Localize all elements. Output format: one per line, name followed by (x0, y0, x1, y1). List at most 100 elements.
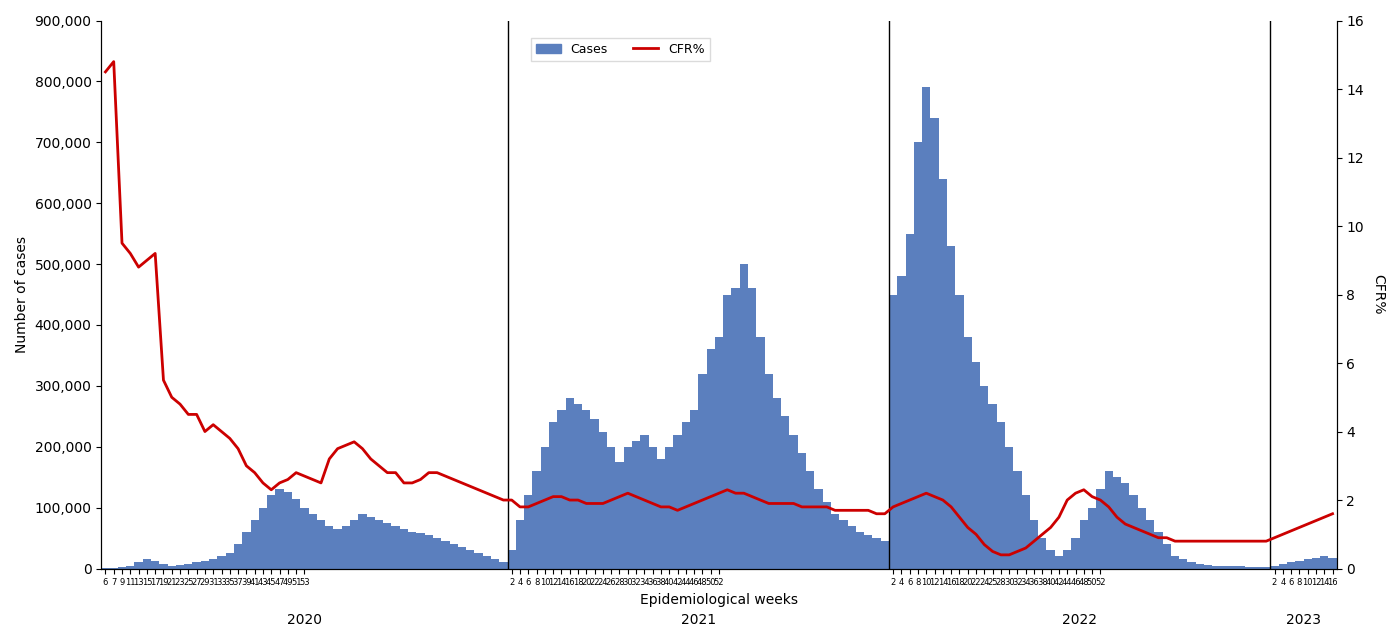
Bar (1113, 477, 1121, 569)
Bar (764, 374, 773, 569)
Bar (972, 361, 980, 569)
Bar (234, 544, 242, 569)
Bar (433, 538, 441, 569)
Bar (293, 499, 300, 569)
Bar (1287, 562, 1295, 569)
Bar (582, 410, 591, 569)
Bar (1204, 565, 1212, 569)
Bar (715, 337, 724, 569)
Bar (881, 541, 889, 569)
Bar (1295, 561, 1303, 569)
Bar (699, 374, 707, 569)
Bar (1303, 559, 1312, 569)
Bar (623, 447, 631, 569)
Bar (1039, 538, 1046, 569)
Bar (1138, 508, 1147, 569)
Bar (988, 404, 997, 569)
Bar (889, 295, 897, 569)
Bar (143, 559, 151, 569)
Bar (276, 489, 284, 569)
Bar (847, 526, 855, 569)
Bar (1054, 557, 1063, 569)
Bar (358, 514, 367, 569)
Bar (608, 447, 616, 569)
Bar (483, 557, 491, 569)
Bar (657, 459, 665, 569)
Bar (1278, 564, 1287, 569)
Bar (284, 492, 293, 569)
Bar (466, 550, 475, 569)
Bar (616, 462, 623, 569)
Bar (923, 87, 931, 569)
Bar (914, 143, 923, 569)
Bar (557, 410, 566, 569)
Bar (648, 447, 657, 569)
Bar (540, 447, 549, 569)
Bar (508, 550, 515, 569)
Y-axis label: Number of cases: Number of cases (15, 236, 29, 353)
Bar (209, 559, 217, 569)
Bar (690, 410, 699, 569)
Bar (316, 520, 325, 569)
Bar (1105, 471, 1113, 569)
Bar (375, 520, 384, 569)
Bar (225, 553, 234, 569)
Bar (1071, 538, 1079, 569)
Bar (790, 435, 798, 569)
Bar (798, 453, 806, 569)
Bar (781, 416, 790, 569)
Bar (673, 435, 682, 569)
Bar (126, 566, 134, 569)
Bar (1005, 447, 1014, 569)
Bar (1270, 566, 1278, 569)
Bar (308, 514, 316, 569)
Bar (441, 541, 449, 569)
Bar (1063, 550, 1071, 569)
Bar (333, 529, 342, 569)
Bar (500, 562, 508, 569)
Text: 2023: 2023 (1287, 613, 1322, 627)
Bar (832, 514, 839, 569)
Bar (682, 422, 690, 569)
Bar (134, 562, 143, 569)
Bar (1130, 496, 1138, 569)
Bar (939, 179, 946, 569)
Bar (1121, 483, 1130, 569)
Bar (458, 547, 466, 569)
Bar (815, 489, 823, 569)
Bar (151, 561, 160, 569)
Bar (955, 295, 963, 569)
Bar (407, 532, 416, 569)
Bar (1030, 520, 1039, 569)
Bar (806, 471, 815, 569)
Legend: Cases, CFR%: Cases, CFR% (531, 38, 710, 61)
Bar (1254, 567, 1261, 569)
Bar (731, 288, 739, 569)
Bar (931, 118, 939, 569)
Bar (342, 526, 350, 569)
Bar (1238, 566, 1246, 569)
Bar (906, 234, 914, 569)
Bar (980, 386, 988, 569)
Bar (1079, 520, 1088, 569)
Bar (1212, 566, 1221, 569)
Bar (748, 288, 756, 569)
Bar (839, 520, 847, 569)
Bar (1229, 566, 1238, 569)
Bar (160, 564, 168, 569)
Bar (855, 532, 864, 569)
Bar (631, 440, 640, 569)
Bar (350, 520, 358, 569)
Bar (946, 246, 955, 569)
Text: 2021: 2021 (680, 613, 715, 627)
Bar (773, 398, 781, 569)
Bar (864, 535, 872, 569)
Bar (475, 553, 483, 569)
Bar (549, 422, 557, 569)
Bar (591, 419, 599, 569)
Bar (416, 534, 424, 569)
Bar (217, 557, 225, 569)
Bar (400, 529, 407, 569)
Bar (1320, 557, 1329, 569)
Bar (566, 398, 574, 569)
